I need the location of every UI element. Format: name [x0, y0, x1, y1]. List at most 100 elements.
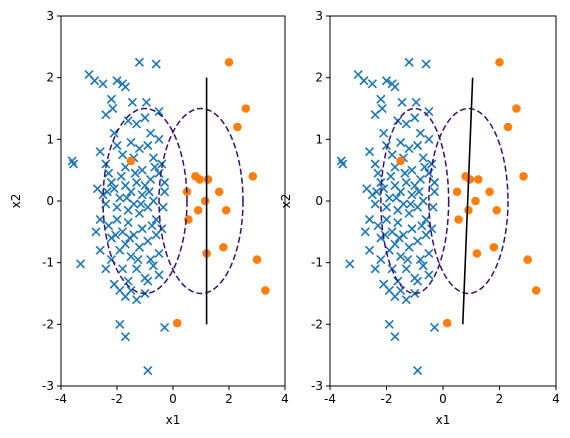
left-class0-point — [91, 227, 101, 237]
left-class1-point — [193, 205, 203, 215]
left-class1-point — [261, 286, 270, 295]
right-class1-point — [396, 156, 405, 166]
left-class1-point — [248, 172, 258, 181]
left-class0-point — [108, 103, 118, 114]
right-y-axis-label: x2 — [279, 194, 293, 209]
right-x-axis-label: x1 — [436, 413, 451, 427]
right-class0-point — [413, 366, 423, 376]
left-class0-point — [123, 116, 133, 126]
left-y-axis-label: x2 — [9, 194, 23, 209]
right-class0-point — [415, 255, 425, 265]
left-class0-point — [118, 150, 128, 160]
left-class0-point — [148, 196, 158, 206]
right-class0-point — [415, 174, 425, 184]
left-class0-point — [112, 202, 122, 212]
right-axes-ticks: -4 -2 0 2 4 -3 -2 -1 0 1 2 3 — [311, 9, 560, 406]
right-x-tick-label: 0 — [439, 392, 447, 406]
left-class1-point — [172, 318, 182, 328]
left-class0-point — [95, 245, 105, 255]
right-class0-point — [424, 248, 434, 258]
left-class0-point — [132, 119, 142, 129]
right-y-tick-label: 2 — [315, 71, 323, 85]
left-class0-point — [116, 171, 126, 181]
right-class0-point — [424, 134, 434, 144]
left-class0-point — [160, 322, 170, 332]
left-class0-point — [158, 202, 168, 212]
left-class0-point — [126, 187, 136, 197]
right-class0-point — [413, 140, 423, 151]
left-class0-point — [154, 134, 164, 144]
left-axes-ticks: -4 -2 0 2 4 -3 -2 -1 0 1 2 3 — [42, 9, 289, 406]
left-contour-ellipse — [102, 107, 188, 295]
right-class0-point — [401, 177, 411, 188]
right-class0-point — [411, 97, 421, 107]
left-class0-point — [127, 97, 137, 107]
left-class1-point — [195, 175, 204, 184]
left-class0-point — [137, 224, 147, 234]
right-class0-point — [429, 177, 440, 188]
right-class0-point — [407, 224, 417, 234]
left-subplot: -4 -2 0 2 4 -3 -2 -1 0 1 2 3 x1 x2 — [9, 9, 289, 427]
right-x-tick-label: -4 — [324, 392, 336, 406]
left-x-tick-label: -4 — [55, 392, 67, 406]
left-class0-point — [106, 94, 116, 104]
left-class0-point — [134, 144, 144, 154]
right-class1-point — [474, 175, 483, 184]
left-class0-point — [126, 137, 136, 147]
left-class0-point — [146, 174, 156, 184]
right-class1-point — [523, 255, 533, 264]
right-class0-point — [404, 242, 414, 252]
right-class0-point — [429, 322, 440, 332]
right-class0-point — [429, 187, 440, 197]
left-class0-point — [112, 214, 122, 225]
right-class1-point — [454, 215, 463, 224]
right-x-tick-label: 4 — [552, 392, 560, 406]
right-class0-point — [376, 94, 386, 104]
left-class0-point — [134, 242, 144, 252]
right-class0-point — [396, 251, 406, 262]
right-class0-point — [373, 221, 383, 231]
right-y-tick-label: -2 — [311, 317, 323, 331]
left-class0-point — [120, 162, 130, 172]
left-class0-point — [132, 295, 142, 305]
right-class0-point — [381, 140, 392, 151]
left-class0-point — [132, 177, 142, 188]
right-class1-point — [464, 205, 473, 215]
left-contour-ellipse — [158, 107, 244, 295]
right-class1-point — [512, 104, 521, 113]
left-class0-point — [136, 199, 146, 209]
right-class0-point — [421, 230, 431, 240]
right-class0-point — [370, 159, 380, 169]
left-class0-point — [154, 168, 164, 178]
left-class0-point — [148, 153, 158, 163]
left-class0-point — [104, 221, 114, 231]
right-y-tick-label: -1 — [311, 256, 323, 270]
left-class0-point — [125, 233, 135, 243]
right-x-tick-label: -2 — [381, 392, 393, 406]
left-class0-point — [111, 230, 121, 240]
right-class0-point — [384, 193, 394, 203]
left-x-axis-label: x1 — [166, 413, 181, 427]
right-class0-point — [417, 221, 427, 231]
left-class0-point — [134, 208, 144, 218]
right-class0-point — [370, 199, 380, 209]
right-class0-point — [410, 113, 420, 123]
left-class0-point — [92, 184, 102, 194]
left-class1-point — [224, 57, 234, 67]
left-class0-point — [141, 97, 151, 107]
left-class0-point — [106, 177, 116, 188]
right-class1-point — [531, 286, 541, 295]
right-class0-point — [400, 168, 410, 178]
right-class0-point — [345, 259, 355, 269]
right-contour-ellipse — [428, 107, 509, 295]
right-class0-point — [373, 168, 383, 178]
right-class0-point — [393, 218, 403, 228]
right-class0-point — [390, 82, 400, 92]
right-class0-point — [401, 264, 411, 274]
right-class0-point — [407, 190, 417, 200]
left-class1-point — [200, 196, 210, 206]
right-class0-point — [420, 162, 430, 172]
right-contour-ellipse — [380, 107, 450, 295]
left-class0-point — [143, 140, 153, 151]
left-class0-point — [130, 168, 140, 178]
